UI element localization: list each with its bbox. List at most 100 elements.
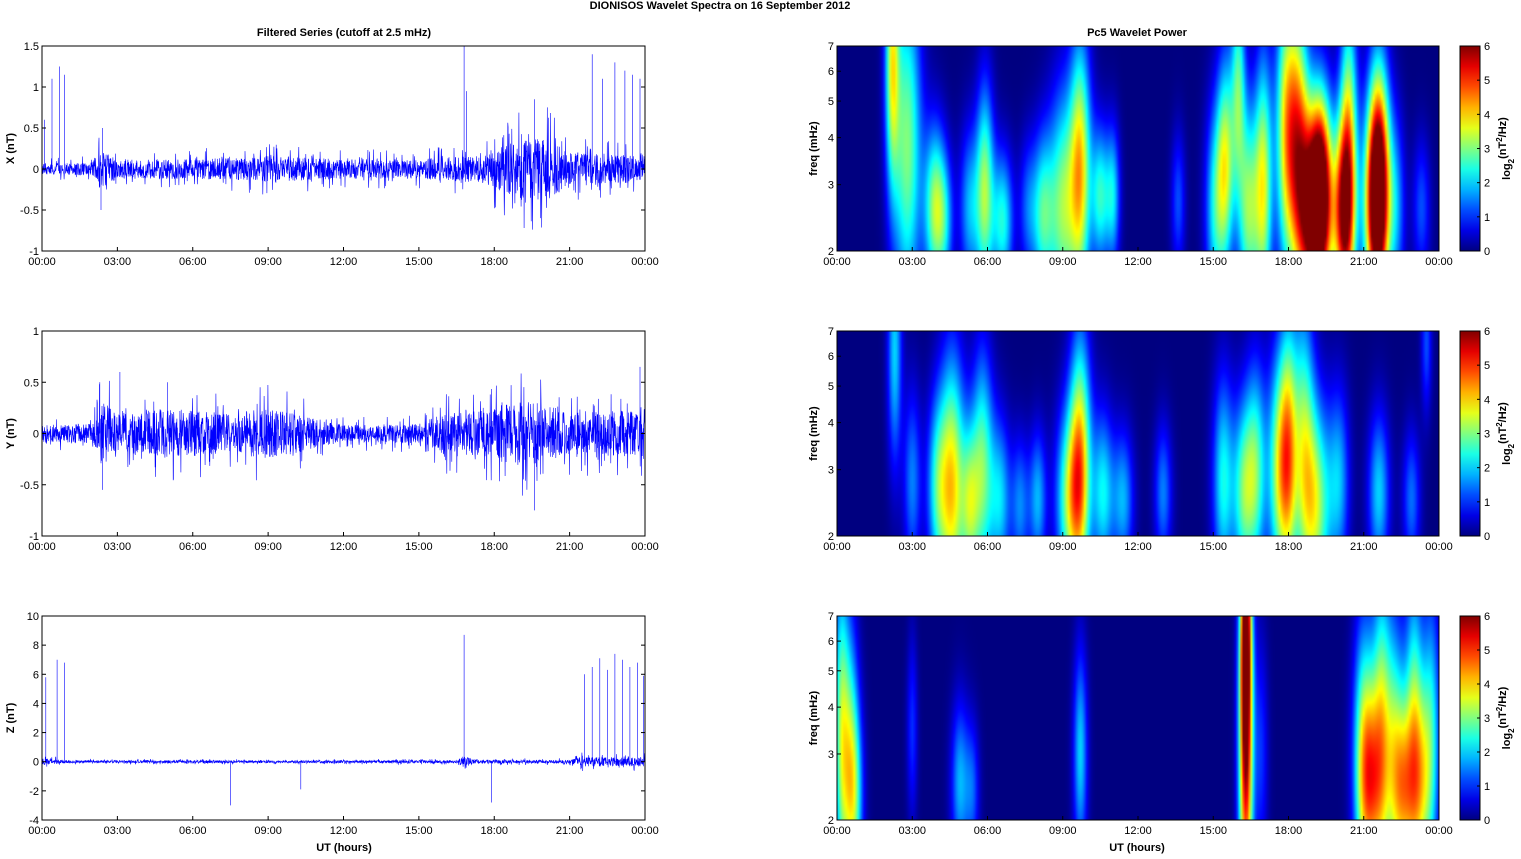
x-wavelet-x-tick-label: 00:00 — [823, 256, 851, 268]
y-wavelet-colorbar-label-part: /Hz) — [1497, 402, 1509, 423]
z-series-y-tick-label: -4 — [29, 815, 39, 827]
x-series-x-tick-label: 18:00 — [480, 256, 508, 268]
z-wavelet-x-tick-label: 00:00 — [823, 825, 851, 837]
z-series-x-tick-label: 15:00 — [405, 825, 433, 837]
z-series-y-tick-label: 2 — [33, 728, 39, 740]
y-wavelet-colorbar-tick-label: 3 — [1484, 429, 1490, 441]
z-series-line — [41, 634, 646, 806]
y-wavelet-y-tick-label: 7 — [828, 326, 834, 338]
y-wavelet-x-tick-label: 06:00 — [974, 541, 1002, 553]
z-series-x-tick-label: 03:00 — [104, 825, 132, 837]
chart-panels: -1 -0.5 0 0.5 1 1.5 00:00 03:00 06:00 09:00 12:00 1… — [5, 41, 1516, 837]
y-wavelet-x-tick-label: 21:00 — [1350, 541, 1378, 553]
y-wavelet-heatmap-image — [837, 331, 1439, 536]
z-wavelet-x-tick-label: 18:00 — [1275, 825, 1303, 837]
z-wavelet-colorbar-tick-label: 3 — [1484, 713, 1490, 725]
z-series-y-tick-label: -2 — [29, 786, 39, 798]
y-series-x-tick-label: 15:00 — [405, 541, 433, 553]
z-series-x-tick-label: 12:00 — [330, 825, 358, 837]
y-wavelet-x-tick-label: 00:00 — [1425, 541, 1453, 553]
y-wavelet-colorbar-tick-label: 1 — [1484, 497, 1490, 509]
y-series-chart: -1 -0.5 0 0.5 1 00:00 03:00 06:00 09:00 12:00 15:0… — [5, 326, 659, 553]
x-wavelet-x-tick-label: 09:00 — [1049, 256, 1077, 268]
x-series-x-tick-label: 21:00 — [556, 256, 584, 268]
z-wavelet-x-tick-label: 21:00 — [1350, 825, 1378, 837]
x-series-y-tick-label: 0.5 — [24, 123, 39, 135]
y-series-x-tick-label: 06:00 — [179, 541, 207, 553]
x-wavelet-colorbar-label-part: 2 — [1495, 137, 1504, 142]
x-wavelet-colorbar-tick-label: 3 — [1484, 144, 1490, 156]
z-wavelet-y-tick-label: 4 — [828, 702, 834, 714]
y-series-x-tick-label: 00:00 — [631, 541, 659, 553]
figure-title: DIONISOS Wavelet Spectra on 16 September… — [590, 0, 851, 12]
z-wavelet-heatmap-image — [837, 616, 1439, 820]
x-wavelet-colorbar-tick-label: 6 — [1484, 41, 1490, 53]
x-wavelet-colorbar-label: log2(nT2/Hz) — [1495, 117, 1516, 180]
left-column-title: Filtered Series (cutoff at 2.5 mHz) — [257, 27, 432, 39]
z-wavelet-colorbar-tick-label: 0 — [1484, 815, 1490, 827]
y-series-x-tick-label: 18:00 — [480, 541, 508, 553]
x-wavelet-colorbar-label-part: (nT — [1497, 142, 1509, 159]
x-wavelet-y-tick-label: 2 — [828, 246, 834, 258]
z-series-y-tick-label: 8 — [33, 640, 39, 652]
z-wavelet-colorbar-label-part: 2 — [1495, 706, 1504, 711]
z-series-x-tick-label: 18:00 — [480, 825, 508, 837]
y-wavelet-x-tick-label: 03:00 — [898, 541, 926, 553]
z-wavelet-x-tick-label: 12:00 — [1124, 825, 1152, 837]
x-series-y-tick-label: 0 — [33, 164, 39, 176]
y-wavelet-colorbar-tick-label: 2 — [1484, 463, 1490, 475]
y-wavelet-colorbar-label-part: 2 — [1495, 422, 1504, 427]
y-wavelet-colorbar-tick-label: 5 — [1484, 360, 1490, 372]
y-series-y-tick-label: -0.5 — [20, 480, 39, 492]
z-wavelet-y-tick-label: 2 — [828, 815, 834, 827]
x-wavelet-y-axis-label: freq (mHz) — [808, 121, 820, 176]
z-wavelet-y-tick-label: 3 — [828, 749, 834, 761]
z-wavelet-colorbar-tick-label: 4 — [1484, 679, 1490, 691]
left-x-axis-label: UT (hours) — [316, 842, 372, 854]
z-wavelet-x-tick-label: 09:00 — [1049, 825, 1077, 837]
z-wavelet-x-tick-label: 15:00 — [1199, 825, 1227, 837]
x-wavelet-x-tick-label: 00:00 — [1425, 256, 1453, 268]
y-wavelet-colorbar-label: log2(nT2/Hz) — [1495, 402, 1516, 465]
z-series-y-tick-label: 10 — [27, 611, 39, 623]
x-wavelet-y-tick-label: 5 — [828, 96, 834, 108]
y-wavelet-colorbar-tick-label: 6 — [1484, 326, 1490, 338]
y-series-y-tick-label: -1 — [29, 531, 39, 543]
z-series-x-tick-label: 00:00 — [28, 825, 56, 837]
x-series-y-tick-label: -0.5 — [20, 205, 39, 217]
x-series-line — [41, 46, 646, 230]
x-series-y-tick-label: 1.5 — [24, 41, 39, 53]
y-series-y-tick-label: 0.5 — [24, 377, 39, 389]
y-wavelet-colorbar-tick-label: 0 — [1484, 531, 1490, 543]
y-wavelet-x-tick-label: 12:00 — [1124, 541, 1152, 553]
y-wavelet-x-tick-label: 09:00 — [1049, 541, 1077, 553]
z-series-x-tick-label: 09:00 — [254, 825, 282, 837]
z-wavelet-colorbar-label: log2(nT2/Hz) — [1495, 686, 1516, 749]
y-series-x-tick-label: 21:00 — [556, 541, 584, 553]
x-wavelet-x-tick-label: 18:00 — [1275, 256, 1303, 268]
z-wavelet-y-tick-label: 7 — [828, 611, 834, 623]
x-wavelet-colorbar-tick-label: 1 — [1484, 212, 1490, 224]
y-wavelet-y-tick-label: 3 — [828, 465, 834, 477]
y-wavelet-x-tick-label: 18:00 — [1275, 541, 1303, 553]
z-series-y-tick-label: 6 — [33, 669, 39, 681]
z-wavelet-y-tick-label: 5 — [828, 666, 834, 678]
y-wavelet-y-tick-label: 6 — [828, 351, 834, 363]
z-wavelet-colorbar-label-part: /Hz) — [1497, 686, 1509, 707]
x-series-y-tick-label: -1 — [29, 246, 39, 258]
z-wavelet-colorbar-tick-label: 5 — [1484, 645, 1490, 657]
x-wavelet-colorbar-tick-label: 2 — [1484, 178, 1490, 190]
x-series-plot-area — [42, 46, 645, 251]
y-series-x-tick-label: 00:00 — [28, 541, 56, 553]
y-series-y-axis-label: Y (nT) — [5, 418, 17, 449]
y-wavelet-colorbar-label-part: (nT — [1497, 427, 1509, 444]
right-column-title: Pc5 Wavelet Power — [1087, 27, 1188, 39]
x-wavelet-y-tick-label: 4 — [828, 133, 834, 145]
x-series-y-axis-label: X (nT) — [5, 133, 17, 164]
x-wavelet-y-tick-label: 6 — [828, 66, 834, 78]
x-series-x-tick-label: 03:00 — [104, 256, 132, 268]
